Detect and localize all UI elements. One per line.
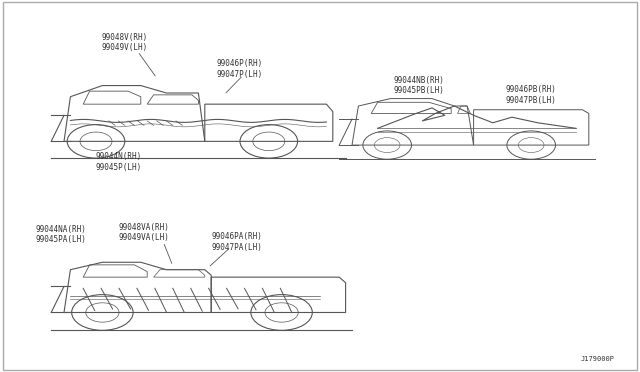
Text: 99044N(RH)
99045P(LH): 99044N(RH) 99045P(LH) bbox=[95, 152, 141, 171]
Text: 99048V(RH)
99049V(LH): 99048V(RH) 99049V(LH) bbox=[102, 33, 148, 52]
Text: J179000P: J179000P bbox=[580, 356, 614, 362]
Text: 99048VA(RH)
99049VA(LH): 99048VA(RH) 99049VA(LH) bbox=[118, 223, 170, 242]
FancyBboxPatch shape bbox=[3, 2, 637, 370]
Text: 99044NA(RH)
99045PA(LH): 99044NA(RH) 99045PA(LH) bbox=[35, 225, 86, 244]
Text: 99044NB(RH)
99045PB(LH): 99044NB(RH) 99045PB(LH) bbox=[394, 76, 445, 95]
Text: 99046PB(RH)
99047PB(LH): 99046PB(RH) 99047PB(LH) bbox=[506, 85, 557, 105]
Text: 99046P(RH)
99047P(LH): 99046P(RH) 99047P(LH) bbox=[217, 59, 263, 78]
Text: 99046PA(RH)
99047PA(LH): 99046PA(RH) 99047PA(LH) bbox=[211, 232, 262, 251]
